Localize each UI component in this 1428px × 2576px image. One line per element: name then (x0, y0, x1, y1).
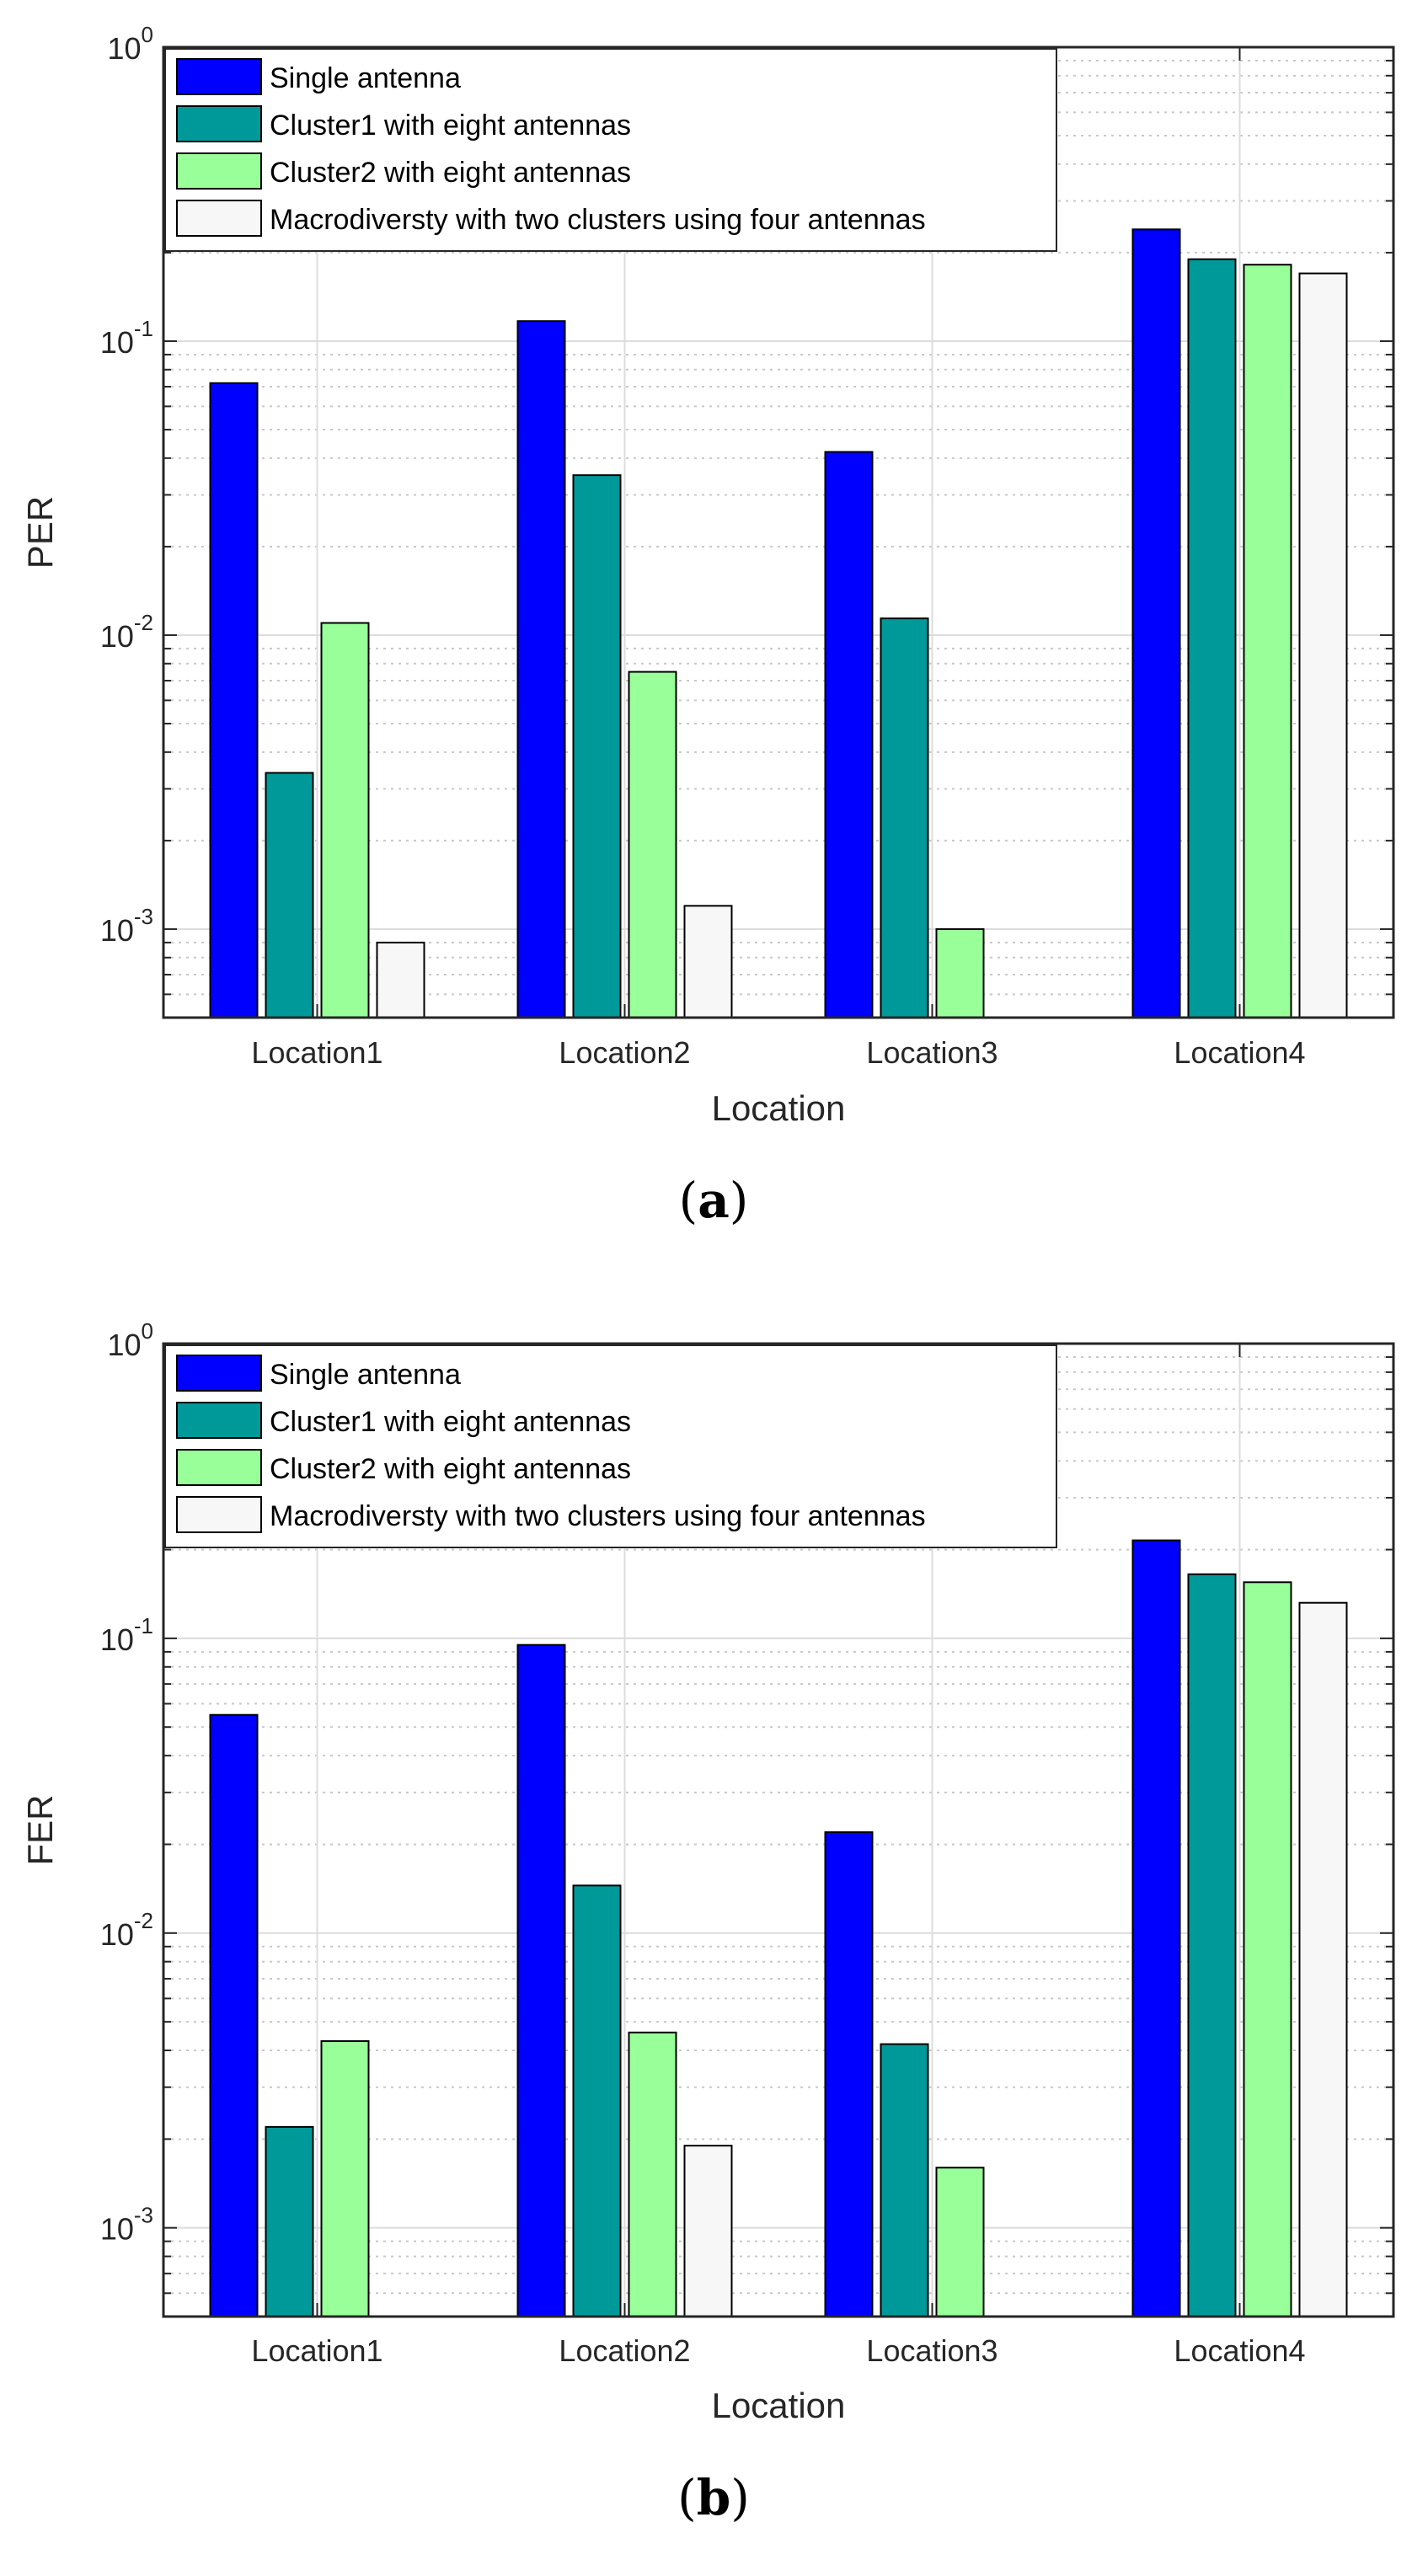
bar-3-location4 (1243, 264, 1292, 1018)
legend-swatch (176, 1355, 262, 1392)
x-tick-label: Location2 (559, 2333, 690, 2368)
bar-2-location3 (880, 2043, 929, 2318)
legend-swatch (176, 152, 262, 190)
x-axis-label: Location (712, 1088, 846, 1128)
x-tick-label: Location3 (866, 2333, 997, 2368)
legend-entry: Cluster2 with eight antennas (270, 157, 631, 189)
x-tick-label: Location2 (559, 1035, 690, 1070)
legend-swatch (176, 105, 262, 142)
legend-swatch (176, 1402, 262, 1439)
legend-entry: Macrodiversty with two clusters using fo… (270, 204, 926, 236)
y-tick-label: 100 (107, 22, 153, 66)
legend-entry: Cluster1 with eight antennas (270, 110, 631, 142)
legend-entry: Cluster1 with eight antennas (270, 1406, 631, 1438)
y-axis-label: PER (20, 496, 60, 569)
y-axis-label: FER (20, 1795, 60, 1866)
panel-b: 10-3 10-2 10-1 100 Location1 Location2 Locatio… (20, 1318, 1395, 2526)
bar-2-location3 (880, 617, 929, 1019)
bar-1-location3 (824, 451, 874, 1018)
legend-entry: Cluster2 with eight antennas (270, 1453, 631, 1485)
bar-1-location2 (516, 320, 566, 1018)
bar-3-location1 (320, 2040, 370, 2317)
legend-swatch (176, 1496, 262, 1533)
bar-2-location1 (265, 2125, 314, 2317)
bar-3-location3 (935, 2167, 985, 2318)
x-tick-label: Location4 (1174, 2333, 1305, 2368)
bar-1-location3 (824, 1830, 874, 2317)
y-tick-label: 100 (107, 1318, 153, 1362)
legend-swatch (176, 200, 262, 237)
y-tick-label: 10-1 (100, 316, 153, 360)
legend: Single antenna Cluster1 with eight antenn… (164, 1344, 1057, 1548)
bar-4-location4 (1298, 272, 1348, 1018)
y-tick-label: 10-3 (100, 904, 153, 948)
bar-3-location2 (628, 2031, 677, 2318)
legend: Single antenna Cluster1 with eight antenn… (164, 48, 1057, 252)
legend-box (164, 1344, 1057, 1548)
y-tick-label: 10-2 (100, 610, 153, 654)
x-tick-label: Location1 (251, 1035, 382, 1070)
axes-box (162, 45, 1395, 1019)
axes-box (162, 1342, 1395, 2318)
bar-1-location4 (1131, 1539, 1181, 2317)
bar-4-location1 (376, 941, 425, 1019)
x-ticks: Location1 Location2 Location3 Location4 (251, 47, 1306, 1070)
x-tick-label: Location1 (251, 2333, 382, 2368)
bar-2-location4 (1187, 1573, 1237, 2317)
x-tick-label: Location4 (1174, 1035, 1305, 1070)
bar-1-location4 (1131, 228, 1181, 1018)
legend-swatch (176, 58, 262, 95)
bar-2-location2 (572, 474, 622, 1018)
bar-3-location2 (628, 671, 677, 1018)
y-ticks: 10-3 10-2 10-1 100 (100, 1318, 1393, 2317)
x-tick-label: Location3 (866, 1035, 997, 1070)
legend-box (164, 48, 1057, 252)
bar-2-location4 (1187, 258, 1237, 1018)
y-tick-label: 10-1 (100, 1613, 153, 1657)
bar-1-location1 (209, 382, 259, 1018)
bar-4-location4 (1298, 1601, 1348, 2318)
y-ticks: 10-3 10-2 10-1 100 (100, 22, 1393, 1018)
panel-caption: (b) (677, 2469, 750, 2526)
bar-4-location2 (683, 905, 733, 1018)
panel-caption: (a) (679, 1172, 749, 1229)
legend-entry: Single antenna (270, 1359, 461, 1391)
y-tick-label: 10-2 (100, 1908, 153, 1952)
legend-entry: Macrodiversty with two clusters using fo… (270, 1500, 926, 1532)
bar-3-location1 (320, 622, 370, 1018)
bar-2-location1 (265, 772, 314, 1018)
bars (209, 1539, 1348, 2318)
bar-3-location4 (1243, 1581, 1292, 2318)
bar-1-location1 (209, 1713, 259, 2317)
y-tick-label: 10-3 (100, 2203, 153, 2247)
bar-2-location2 (572, 1884, 622, 2317)
bar-3-location3 (935, 927, 985, 1018)
bar-1-location2 (516, 1643, 566, 2317)
legend-entry: Single antenna (270, 62, 461, 94)
bar-4-location2 (683, 2145, 733, 2318)
x-axis-label: Location (712, 2386, 846, 2425)
legend-swatch (176, 1449, 262, 1486)
